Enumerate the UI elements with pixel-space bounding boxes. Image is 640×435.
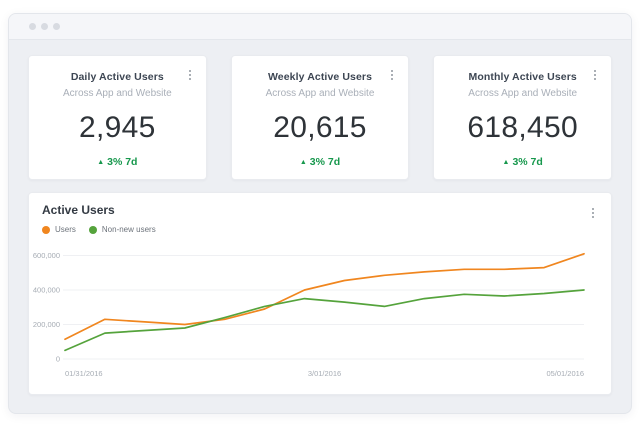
kpi-delta-badge: ▲ 3% 7d: [232, 156, 409, 168]
kpi-value: 20,615: [273, 111, 367, 144]
window-dot-icon: [41, 23, 48, 30]
active-users-chart: 0 200,000 400,000 600,000 01/31/2016 3/01/201…: [33, 251, 585, 378]
legend-item-non-new-users[interactable]: Non-new users: [88, 225, 156, 234]
legend-dot-icon: [88, 225, 97, 234]
kpi-card-daily-active-users: Daily Active Users Across App and Websit…: [28, 55, 207, 180]
svg-text:05/01/2016: 05/01/2016: [546, 369, 584, 378]
triangle-up-icon: ▲: [299, 159, 307, 166]
svg-text:400,000: 400,000: [33, 286, 60, 295]
svg-text:0: 0: [56, 355, 60, 364]
kpi-row: Daily Active Users Across App and Websit…: [28, 55, 613, 180]
kpi-delta-badge: ▲ 3% 7d: [29, 156, 206, 168]
kebab-menu-icon[interactable]: [385, 67, 399, 83]
active-users-card: Active Users Users Non-new users 0 200,00…: [28, 192, 612, 395]
triangle-up-icon: ▲: [502, 159, 510, 166]
legend-label: Non-new users: [101, 225, 156, 234]
kpi-title: Daily Active Users: [70, 71, 164, 83]
legend-item-users[interactable]: Users: [42, 225, 76, 234]
kebab-menu-icon[interactable]: [588, 67, 602, 83]
kpi-card-weekly-active-users: Weekly Active Users Across App and Websi…: [230, 55, 410, 180]
kpi-value: 2,945: [79, 111, 156, 144]
kpi-delta-badge: ▲ 3% 7d: [434, 156, 611, 168]
svg-text:200,000: 200,000: [33, 320, 60, 329]
legend-dot-icon: [42, 225, 50, 234]
legend-label: Users: [55, 225, 76, 234]
kpi-subtitle: Across App and Website: [62, 88, 172, 99]
kpi-title: Monthly Active Users: [468, 71, 577, 83]
window-dot-icon: [29, 23, 36, 30]
browser-window: Daily Active Users Across App and Websit…: [8, 13, 632, 414]
kpi-value: 618,450: [467, 111, 578, 144]
svg-text:3/01/2016: 3/01/2016: [308, 369, 341, 378]
kpi-card-monthly-active-users: Monthly Active Users Across App and Webs…: [433, 55, 613, 180]
dashboard-content: Daily Active Users Across App and Websit…: [9, 40, 631, 395]
kpi-subtitle: Across App and Website: [468, 88, 578, 99]
kpi-delta-label: 3% 7d: [512, 156, 543, 168]
kpi-delta-label: 3% 7d: [107, 156, 138, 168]
svg-text:600,000: 600,000: [33, 251, 60, 260]
svg-text:01/31/2016: 01/31/2016: [65, 369, 103, 378]
chart-title: Active Users: [42, 203, 115, 217]
kpi-delta-label: 3% 7d: [309, 156, 341, 168]
window-dot-icon: [53, 23, 60, 30]
kpi-subtitle: Across App and Website: [265, 88, 375, 99]
traffic-dots-icon: [29, 23, 60, 30]
triangle-up-icon: ▲: [97, 159, 105, 166]
chart-legend: Users Non-new users: [42, 225, 611, 234]
browser-toolbar: [9, 14, 631, 40]
kebab-menu-icon[interactable]: [183, 67, 197, 83]
kebab-menu-icon[interactable]: [586, 205, 600, 221]
kpi-title: Weekly Active Users: [267, 71, 373, 83]
